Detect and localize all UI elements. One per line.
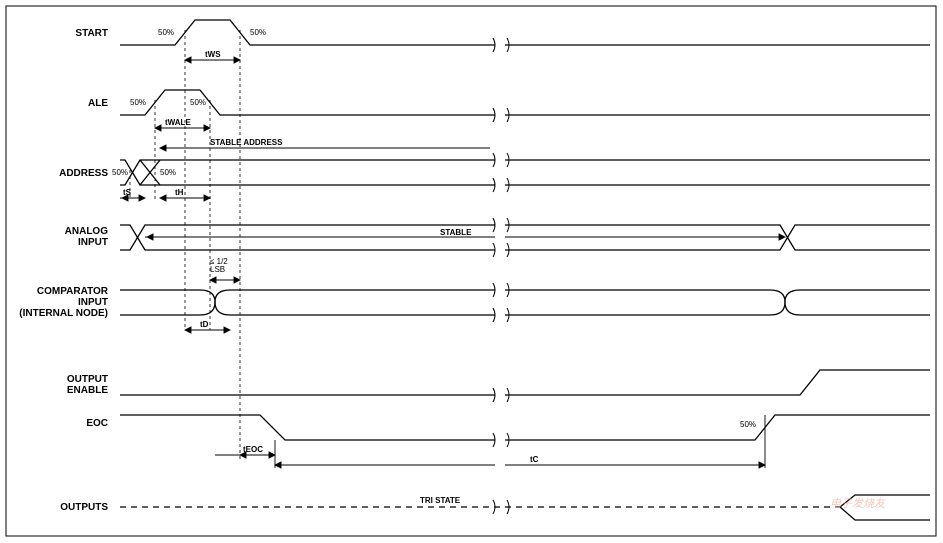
ann-tws: tWS <box>205 50 221 59</box>
label-address: ADDRESS <box>59 168 108 179</box>
ann-stable: STABLE <box>440 228 471 237</box>
label-eoc: EOC <box>86 418 108 429</box>
pct50-eoc-rise: 50% <box>740 420 756 429</box>
ann-td: tD <box>200 320 208 329</box>
ann-twale: tWALE <box>165 118 191 127</box>
label-analog-input: ANALOG INPUT <box>65 226 108 248</box>
pct50-start-fall: 50% <box>250 28 266 37</box>
ann-ts: tS <box>123 188 131 197</box>
pct50-address-l: 50% <box>112 168 128 177</box>
pct50-ale-rise: 50% <box>130 98 146 107</box>
ann-stable-address: STABLE ADDRESS <box>210 138 282 147</box>
pct50-ale-fall: 50% <box>190 98 206 107</box>
ann-tri-state: TRI STATE <box>420 496 460 505</box>
ann-teoc: tEOC <box>243 445 263 454</box>
label-ale: ALE <box>88 98 108 109</box>
ann-tc: tC <box>530 455 538 464</box>
timing-diagram: START ALE ADDRESS ANALOG INPUT COMPARATO… <box>0 0 943 543</box>
pct50-address-r: 50% <box>160 168 176 177</box>
ann-th: tH <box>175 188 183 197</box>
label-start: START <box>75 28 108 39</box>
timing-svg <box>0 0 943 543</box>
label-outputs: OUTPUTS <box>60 502 108 513</box>
ann-half-lsb: ≤ 1/2 LSB <box>210 258 228 274</box>
watermark: 电子发烧友 <box>830 495 885 511</box>
label-comparator-input: COMPARATOR INPUT (INTERNAL NODE) <box>19 286 108 319</box>
pct50-start-rise: 50% <box>158 28 174 37</box>
label-output-enable: OUTPUT ENABLE <box>67 374 108 396</box>
